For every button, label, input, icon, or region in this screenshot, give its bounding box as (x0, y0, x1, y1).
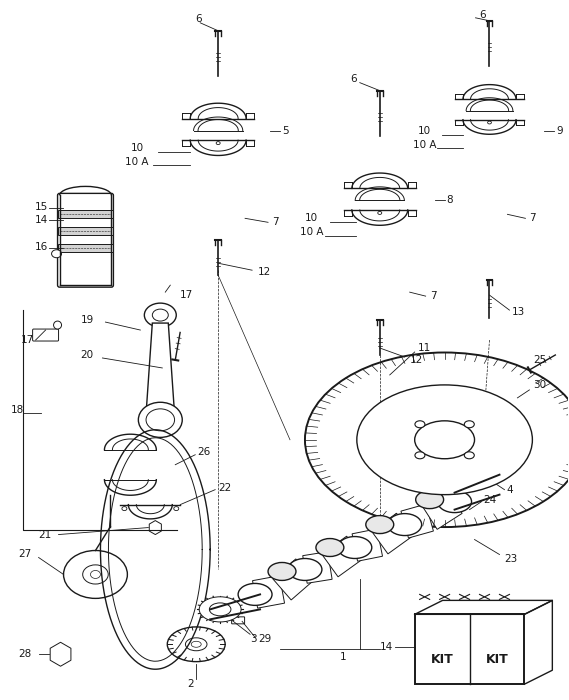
Text: 28: 28 (19, 650, 32, 659)
Polygon shape (253, 575, 284, 608)
Text: 29: 29 (258, 634, 271, 644)
Ellipse shape (488, 121, 492, 124)
Text: 10: 10 (418, 125, 431, 136)
Ellipse shape (490, 386, 518, 404)
Polygon shape (372, 513, 413, 554)
FancyBboxPatch shape (57, 193, 113, 287)
Text: 10 A: 10 A (125, 158, 149, 167)
Ellipse shape (415, 421, 425, 428)
Text: 7: 7 (529, 214, 536, 223)
Ellipse shape (191, 641, 201, 648)
Ellipse shape (416, 491, 444, 509)
FancyBboxPatch shape (415, 615, 525, 684)
Ellipse shape (209, 603, 231, 616)
Text: 2: 2 (187, 679, 193, 690)
Text: 10: 10 (130, 144, 143, 153)
Ellipse shape (138, 402, 182, 438)
Ellipse shape (415, 452, 425, 458)
Text: 20: 20 (80, 350, 94, 360)
Polygon shape (401, 504, 434, 538)
Text: 8: 8 (447, 195, 453, 205)
Polygon shape (303, 552, 332, 583)
Text: 27: 27 (19, 550, 32, 559)
Polygon shape (273, 559, 314, 600)
Ellipse shape (53, 321, 61, 329)
Text: 30: 30 (533, 380, 546, 390)
Text: 12: 12 (410, 355, 423, 365)
Text: 22: 22 (218, 483, 232, 493)
Text: 12: 12 (258, 267, 271, 277)
Ellipse shape (305, 353, 569, 527)
Ellipse shape (357, 385, 533, 495)
Text: KIT: KIT (431, 653, 453, 666)
Bar (57, 228, 113, 235)
Text: 3: 3 (250, 634, 257, 644)
Text: 13: 13 (512, 307, 525, 317)
Text: 4: 4 (506, 484, 513, 495)
Bar (57, 244, 113, 252)
Text: 5: 5 (282, 125, 288, 136)
Ellipse shape (360, 376, 368, 384)
Text: 25: 25 (533, 355, 547, 365)
Ellipse shape (90, 570, 101, 578)
Ellipse shape (238, 583, 272, 606)
Text: 21: 21 (39, 529, 52, 540)
Text: 16: 16 (35, 242, 48, 252)
Ellipse shape (288, 559, 322, 580)
Text: 17: 17 (180, 290, 193, 300)
Polygon shape (321, 536, 363, 577)
Text: 10 A: 10 A (300, 228, 323, 237)
Text: 15: 15 (35, 202, 48, 212)
Ellipse shape (387, 514, 422, 536)
Ellipse shape (145, 303, 176, 327)
FancyBboxPatch shape (32, 329, 59, 341)
Bar (57, 210, 113, 218)
Ellipse shape (83, 565, 108, 584)
Ellipse shape (52, 250, 61, 258)
Ellipse shape (185, 638, 207, 651)
Text: 14: 14 (380, 643, 393, 652)
Ellipse shape (316, 538, 344, 557)
Text: 14: 14 (35, 216, 48, 225)
Ellipse shape (438, 491, 472, 512)
Text: 11: 11 (418, 343, 431, 353)
Ellipse shape (122, 507, 127, 510)
Text: 10 A: 10 A (413, 139, 436, 150)
Text: 17: 17 (20, 335, 34, 345)
Ellipse shape (464, 421, 475, 428)
Ellipse shape (146, 409, 175, 430)
Text: 7: 7 (272, 217, 279, 228)
Text: 1: 1 (340, 652, 347, 662)
Ellipse shape (366, 516, 394, 533)
Polygon shape (422, 490, 462, 529)
Text: 23: 23 (505, 554, 518, 564)
Ellipse shape (216, 141, 220, 145)
Ellipse shape (338, 536, 372, 559)
FancyBboxPatch shape (232, 617, 245, 624)
Text: 6: 6 (350, 74, 356, 84)
Text: 24: 24 (484, 495, 497, 505)
Ellipse shape (415, 421, 475, 458)
Text: 26: 26 (197, 447, 211, 457)
Ellipse shape (152, 309, 168, 321)
Text: 10: 10 (305, 214, 318, 223)
Text: 7: 7 (430, 291, 436, 301)
Ellipse shape (268, 563, 296, 580)
Text: KIT: KIT (485, 653, 508, 666)
Ellipse shape (378, 211, 382, 214)
Ellipse shape (64, 550, 127, 598)
Ellipse shape (497, 391, 512, 400)
Ellipse shape (464, 452, 475, 458)
Polygon shape (352, 528, 382, 561)
Text: 6: 6 (480, 10, 486, 20)
Text: 9: 9 (556, 125, 563, 136)
Ellipse shape (174, 507, 179, 510)
Text: 19: 19 (80, 315, 94, 325)
Text: 18: 18 (11, 405, 24, 415)
Ellipse shape (199, 597, 241, 622)
Ellipse shape (167, 627, 225, 662)
Text: 6: 6 (195, 14, 202, 24)
Polygon shape (146, 323, 174, 410)
